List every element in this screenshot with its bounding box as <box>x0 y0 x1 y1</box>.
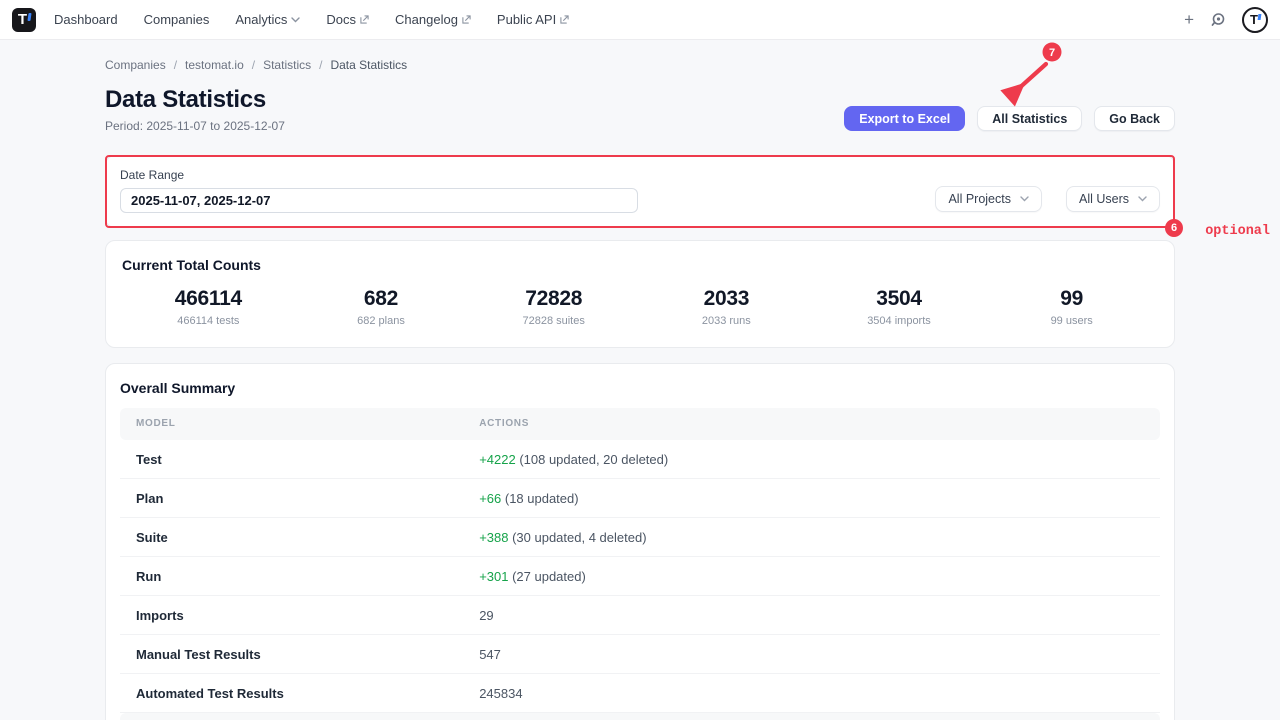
stat-suites: 72828 72828 suites <box>522 287 585 327</box>
main-nav: Dashboard Companies Analytics Docs Chang… <box>54 12 569 27</box>
user-avatar[interactable]: T <box>1242 6 1268 33</box>
nav-dashboard[interactable]: Dashboard <box>54 12 118 27</box>
current-total-counts-card: Current Total Counts 466114 466114 tests… <box>105 240 1175 348</box>
table-row: Imports 29 <box>120 595 1160 635</box>
col-actions: ACTIONS <box>463 408 1160 440</box>
chevron-down-icon <box>291 16 301 22</box>
nav-analytics[interactable]: Analytics <box>235 12 301 27</box>
breadcrumb-statistics[interactable]: Statistics <box>263 58 312 72</box>
page-content: Companies / testomat.io / Statistics / Data… <box>105 40 1270 720</box>
delta-value: +66 <box>479 490 502 506</box>
date-range-card: Date Range All Projects All Users 6 opti… <box>105 155 1270 239</box>
summary-table: MODEL ACTIONS Test +4222 (108 updated, 2… <box>120 408 1160 720</box>
stat-tests: 466114 466114 tests <box>174 287 242 327</box>
nav-public-api[interactable]: Public API <box>497 12 569 27</box>
go-back-button[interactable]: Go Back <box>1094 106 1175 131</box>
delta-value: +4222 <box>479 451 516 467</box>
add-icon[interactable]: + <box>1184 10 1194 29</box>
stat-plans: 682 682 plans <box>357 287 405 327</box>
external-link-icon <box>360 15 369 24</box>
external-link-icon <box>560 15 569 24</box>
breadcrumb: Companies / testomat.io / Statistics / Data… <box>105 58 408 72</box>
nav-companies[interactable]: Companies <box>143 12 210 27</box>
external-link-icon <box>462 15 471 24</box>
annotation-step-6: 6 <box>1165 219 1183 237</box>
table-row: Automated Test Results 245834 <box>120 673 1160 713</box>
breadcrumb-current: Data Statistics <box>330 58 408 72</box>
stat-users: 99 99 users <box>1050 287 1093 327</box>
table-row: Suite +388 (30 updated, 4 deleted) <box>120 517 1160 557</box>
table-total-row: TOTAL +4977 (183 updated, 24 deleted, 24… <box>120 712 1160 720</box>
page-title: Data Statistics <box>105 86 266 113</box>
users-dropdown[interactable]: All Users <box>1065 186 1160 212</box>
counts-title: Current Total Counts <box>122 257 261 273</box>
top-navbar: T Dashboard Companies Analytics Docs Cha… <box>0 0 1280 40</box>
chevron-down-icon <box>1020 196 1029 202</box>
date-range-input[interactable] <box>120 188 638 213</box>
date-range-label: Date Range <box>120 168 185 182</box>
projects-dropdown[interactable]: All Projects <box>935 186 1042 212</box>
table-header-row: MODEL ACTIONS <box>120 408 1160 440</box>
app-logo[interactable]: T <box>12 7 36 32</box>
export-to-excel-button[interactable]: Export to Excel <box>844 106 966 131</box>
table-row: Manual Test Results 547 <box>120 634 1160 674</box>
delta-value: +388 <box>479 529 509 545</box>
table-row: Plan +66 (18 updated) <box>120 478 1160 518</box>
breadcrumb-companies[interactable]: Companies <box>105 58 166 72</box>
summary-title: Overall Summary <box>120 380 236 396</box>
col-model: MODEL <box>120 408 464 440</box>
nav-changelog[interactable]: Changelog <box>395 12 471 27</box>
stat-runs: 2033 2033 runs <box>701 287 751 327</box>
table-row: Test +4222 (108 updated, 20 deleted) <box>120 439 1160 479</box>
period-text: Period: 2025-11-07 to 2025-12-07 <box>105 119 285 133</box>
stat-imports: 3504 3504 imports <box>867 287 931 327</box>
all-statistics-button[interactable]: All Statistics <box>977 106 1083 131</box>
navbar-right: + T <box>1184 6 1268 33</box>
overall-summary-card: Overall Summary MODEL ACTIONS Test +4222… <box>105 363 1175 720</box>
chevron-down-icon <box>1138 196 1147 202</box>
table-row: Run +301 (27 updated) <box>120 556 1160 596</box>
nav-docs[interactable]: Docs <box>326 12 369 27</box>
breadcrumb-company[interactable]: testomat.io <box>185 58 244 72</box>
header-actions: Export to Excel All Statistics Go Back <box>844 106 1175 131</box>
annotation-optional-label: optional <box>1205 224 1270 239</box>
page-header: Data Statistics Period: 2025-11-07 to 20… <box>105 86 1175 133</box>
announcements-icon[interactable] <box>1210 12 1226 28</box>
delta-value: +301 <box>479 568 509 584</box>
